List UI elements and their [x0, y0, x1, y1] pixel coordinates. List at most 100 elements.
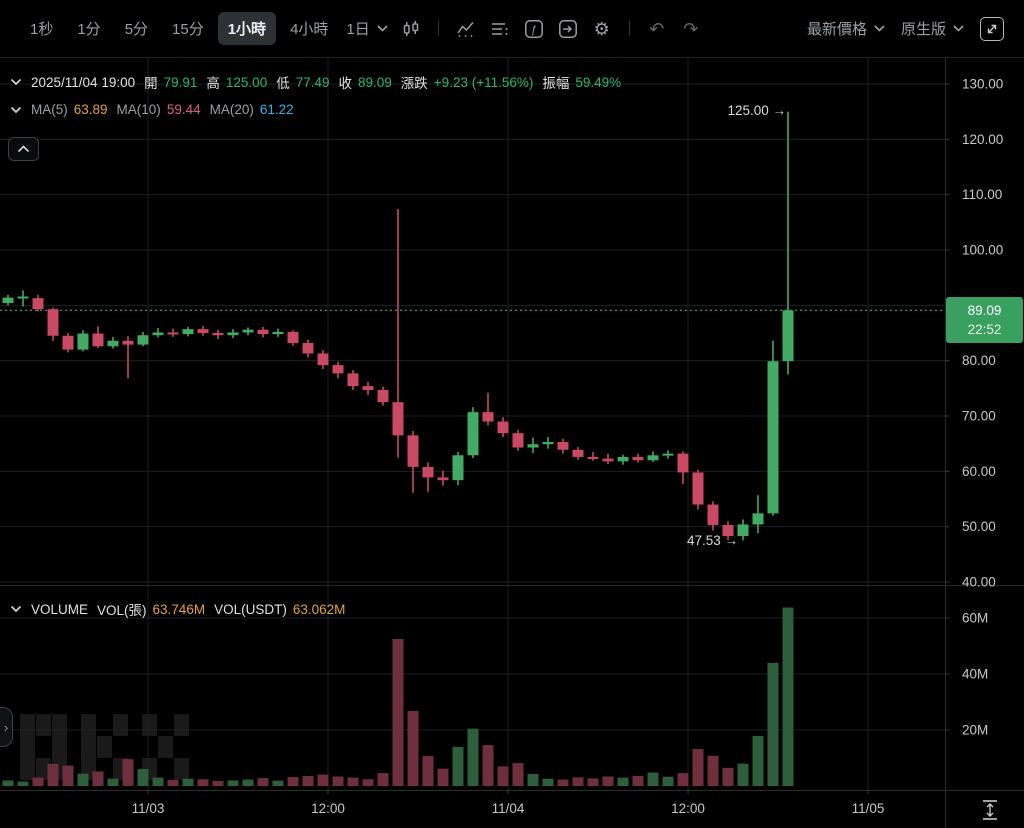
change-value: +9.23 (+11.56%): [433, 74, 534, 90]
gear-glyph: ⚙: [593, 18, 610, 39]
chevron-down-icon: [874, 25, 885, 32]
undo-glyph: ↶: [649, 18, 665, 39]
svg-text:130.00: 130.00: [962, 77, 1003, 92]
toolbar-left-group: 1秒 1分 5分 15分 1小時 4小時 1日: [20, 12, 706, 45]
candlestick-glyph: [403, 20, 418, 36]
price-mode-label: 最新價格: [806, 21, 867, 38]
timeframe-1d-label: 1日: [346, 21, 370, 38]
list-glyph: [491, 22, 508, 35]
high-price-annotation: 125.00 →: [727, 103, 786, 118]
fullscreen-button[interactable]: [980, 16, 1004, 41]
svg-text:80.00: 80.00: [962, 353, 996, 368]
vol-contracts-value: 63.746M: [152, 601, 206, 617]
vertical-fit-glyph: [983, 800, 997, 820]
vol-usdt-value: 63.062M: [292, 601, 346, 617]
candle-countdown: 22:52: [967, 322, 1002, 337]
timeframe-1s[interactable]: 1秒: [20, 12, 63, 45]
ma10-label: MA(10): [116, 102, 161, 117]
timeframe-1m[interactable]: 1分: [67, 12, 110, 45]
amplitude-value: 59.49%: [575, 74, 622, 90]
toolbar-divider: [628, 21, 630, 36]
ma-legend: MA(5) 63.89 MA(10) 59.44 MA(20) 61.22: [10, 102, 294, 117]
last-price-value: 89.09: [967, 303, 1002, 318]
candle-datetime: 2025/11/04 19:00: [31, 74, 136, 90]
ohlc-collapse-chevron[interactable]: [10, 78, 22, 86]
candlestick-style-icon[interactable]: [396, 14, 426, 44]
chevron-down-icon: [377, 25, 388, 32]
toolbar-right-group: 最新價格 原生版: [807, 16, 1004, 41]
formula-box-glyph: ƒ: [524, 19, 543, 38]
toolbar-divider: [437, 21, 439, 36]
low-value: 77.49: [295, 74, 330, 90]
high-value: 125.00: [225, 74, 268, 90]
save-template-icon[interactable]: [553, 14, 583, 44]
ma20-value: 61.22: [259, 102, 294, 117]
chevron-down-icon: [10, 605, 22, 613]
indicators-icon[interactable]: [451, 14, 481, 44]
open-value: 79.91: [163, 74, 198, 90]
change-label: 漲跌: [400, 76, 428, 91]
drawing-toolbar-handle[interactable]: ›: [0, 707, 13, 747]
version-dropdown[interactable]: 原生版: [901, 18, 964, 39]
legend-collapse-button[interactable]: [8, 137, 39, 161]
close-label: 收: [338, 76, 353, 91]
last-price-badge[interactable]: 89.09 22:52: [946, 297, 1023, 343]
ma10-value: 59.44: [166, 102, 201, 117]
chevron-down-icon: [10, 78, 22, 86]
arrow-into-box-glyph: [558, 19, 577, 38]
ma5-value: 63.89: [73, 102, 108, 117]
svg-text:12:00: 12:00: [671, 801, 705, 816]
timeframe-4h[interactable]: 4小時: [280, 12, 338, 45]
timeframe-5m[interactable]: 5分: [115, 12, 158, 45]
svg-text:12:00: 12:00: [311, 801, 345, 816]
settings-gear-icon[interactable]: ⚙: [587, 14, 617, 44]
volume-collapse-chevron[interactable]: [10, 605, 22, 613]
ma5-label: MA(5): [31, 102, 68, 117]
svg-text:60M: 60M: [962, 611, 988, 626]
svg-text:40.00: 40.00: [962, 575, 996, 590]
price-scale-reset-button[interactable]: [974, 796, 1006, 824]
indicator-list-icon[interactable]: [485, 14, 515, 44]
low-price-annotation: 47.53 →: [686, 533, 738, 548]
ma-collapse-chevron[interactable]: [10, 106, 22, 114]
high-label: 高: [206, 76, 220, 91]
close-value: 89.09: [358, 74, 392, 90]
timeframe-15m[interactable]: 15分: [162, 12, 214, 45]
svg-text:60.00: 60.00: [962, 464, 996, 479]
svg-text:11/04: 11/04: [492, 801, 525, 816]
vol-usdt-label: VOL(USDT): [214, 601, 287, 617]
expand-arrows-glyph: [987, 24, 997, 33]
chevron-up-icon: [17, 145, 30, 153]
handle-chevron-glyph: ›: [3, 719, 9, 735]
zigzag-chart-glyph: [457, 21, 474, 37]
timeframe-more-dropdown[interactable]: 1日: [342, 12, 391, 45]
svg-text:70.00: 70.00: [962, 409, 996, 424]
volume-title: VOLUME: [31, 601, 89, 617]
formula-icon[interactable]: ƒ: [519, 14, 549, 44]
chart-toolbar: 1秒 1分 5分 15分 1小時 4小時 1日: [0, 0, 1024, 58]
svg-text:100.00: 100.00: [962, 243, 1003, 258]
svg-text:40M: 40M: [962, 667, 988, 682]
svg-text:50.00: 50.00: [962, 519, 996, 534]
ohlc-legend: 2025/11/04 19:00 開 79.91 高 125.00 低 77.49 收…: [10, 72, 621, 92]
amplitude-label: 振幅: [542, 76, 570, 91]
version-label: 原生版: [900, 21, 946, 38]
svg-text:ƒ: ƒ: [531, 24, 537, 36]
redo-icon[interactable]: ↷: [676, 14, 706, 44]
svg-text:11/05: 11/05: [852, 801, 885, 816]
chevron-down-icon: [10, 106, 22, 113]
svg-text:120.00: 120.00: [962, 132, 1003, 147]
timeframe-1h-selected[interactable]: 1小時: [217, 12, 277, 45]
chevron-down-icon: [953, 25, 964, 32]
price-mode-dropdown[interactable]: 最新價格: [807, 18, 885, 39]
svg-text:20M: 20M: [962, 723, 988, 738]
vol-contracts-label: VOL(張): [97, 603, 147, 618]
svg-text:11/03: 11/03: [132, 801, 165, 816]
undo-icon[interactable]: ↶: [642, 14, 672, 44]
svg-text:110.00: 110.00: [962, 187, 1002, 202]
ma20-label: MA(20): [209, 102, 254, 117]
volume-legend: VOLUME VOL(張) 63.746M VOL(USDT) 63.062M: [10, 599, 345, 619]
open-label: 開: [144, 76, 158, 91]
